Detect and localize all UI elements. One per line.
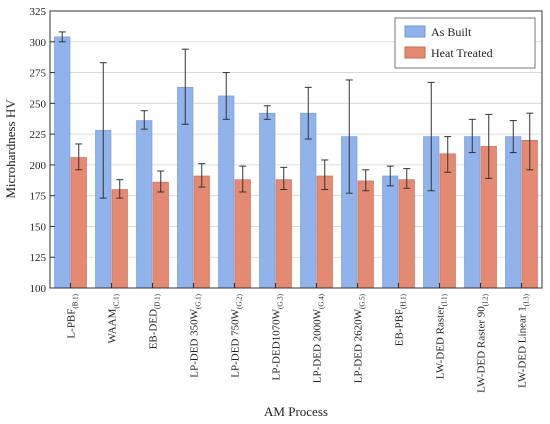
bar-as-built: [259, 112, 276, 289]
y-tick-label: 250: [30, 98, 47, 110]
y-axis-title: Microhardness HV: [3, 99, 18, 199]
x-category-label: L-PBF(B.1): [66, 293, 80, 338]
x-category-label: LP-DED 750W(G.2): [230, 293, 244, 377]
bar-as-built: [136, 120, 153, 289]
legend-swatch-as-built: [404, 25, 426, 38]
x-axis-title: AM Process: [264, 404, 328, 419]
y-tick-label: 200: [30, 160, 47, 172]
bar-as-built: [505, 136, 522, 289]
y-tick-label: 125: [30, 252, 47, 264]
bar-heat-treated: [357, 180, 374, 289]
error-bars: [58, 31, 534, 199]
x-category-label: LW-DED Raster 90(I.2): [476, 293, 490, 392]
y-ticks: 100 125 150 175 200 225 250 275 300 325: [30, 6, 55, 295]
x-category-label: EB-PBF(H.1): [394, 293, 408, 346]
x-category-label: LP-DED 2620W(G.5): [353, 293, 367, 383]
bar-as-built: [54, 36, 71, 289]
bar-as-built: [382, 175, 399, 289]
plot-frame: [49, 10, 543, 289]
bar-heat-treated: [398, 179, 415, 289]
x-category-label: LW-DED Raster(I.1): [435, 293, 449, 379]
legend-swatch-heat-treated: [404, 46, 426, 59]
y-tick-label: 325: [30, 6, 47, 18]
y-tick-label: 175: [30, 191, 47, 203]
bar-heat-treated: [111, 189, 128, 289]
x-category-label: LW-DED Linear 1(I.3): [517, 293, 531, 388]
legend: As Built Heat Treated: [394, 17, 536, 69]
y-tick-label: 150: [30, 221, 47, 233]
bar-as-built: [464, 136, 481, 289]
bar-heat-treated: [439, 153, 456, 289]
x-category-label: WAAM(C.1): [107, 293, 121, 343]
bar-heat-treated: [70, 157, 87, 289]
bar-heat-treated: [193, 175, 210, 289]
legend-label-heat-treated: Heat Treated: [431, 46, 493, 60]
bar-heat-treated: [316, 175, 333, 289]
x-category-label: LP-DED 2000W(G.4): [312, 293, 326, 383]
x-category-label: EB-DED(D.1): [148, 293, 162, 349]
x-category-label: LP-DED 350W(G.1): [189, 293, 203, 377]
x-category-labels: L-PBF(B.1) WAAM(C.1) EB-DED(D.1) LP-DED 350…: [66, 283, 531, 393]
y-tick-label: 100: [30, 283, 47, 295]
y-tick-label: 225: [30, 129, 47, 141]
bar-heat-treated: [234, 179, 251, 289]
bar-heat-treated: [275, 179, 292, 289]
y-tick-label: 275: [30, 68, 47, 80]
bar-heat-treated: [152, 181, 169, 289]
x-category-label: LP-DED1070W(G.3): [271, 293, 285, 380]
legend-label-as-built: As Built: [431, 25, 472, 39]
bars: [54, 36, 538, 289]
bar-as-built: [218, 95, 235, 289]
y-tick-label: 300: [30, 37, 47, 49]
